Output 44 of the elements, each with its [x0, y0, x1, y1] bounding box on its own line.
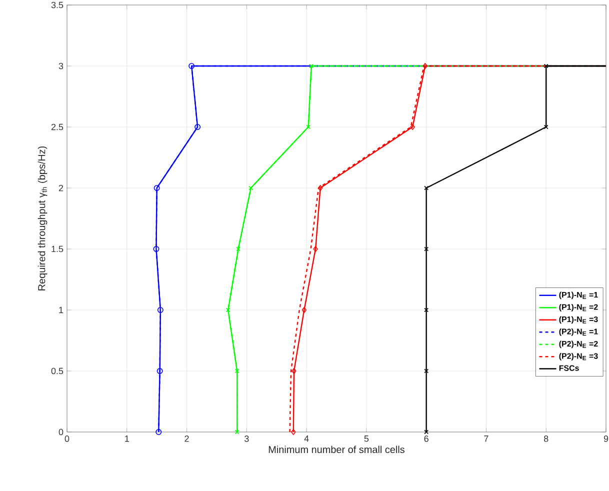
point [424, 246, 429, 252]
point [424, 368, 429, 374]
point [302, 307, 306, 313]
point [188, 63, 195, 69]
point [306, 124, 311, 130]
point [313, 246, 318, 252]
y-tick-label: 3.5 [51, 2, 64, 8]
point [234, 368, 240, 374]
point [422, 63, 428, 69]
point [154, 185, 160, 191]
y-tick-label: 1 [59, 306, 64, 314]
point [309, 64, 314, 68]
x-tick-label: 5 [364, 436, 369, 442]
point [226, 308, 230, 312]
point [248, 186, 254, 190]
point [410, 124, 415, 130]
x-tick-label: 1 [125, 436, 129, 442]
x-tick-label: 9 [604, 436, 608, 442]
y-axis-title: Required throughput γ$_{th}$ (bps/Hz) [38, 146, 48, 290]
point [157, 307, 164, 313]
x-tick-label: 3 [244, 436, 249, 442]
point [424, 186, 429, 190]
point [544, 64, 548, 68]
point [156, 368, 163, 374]
x-tick-label: 0 [64, 436, 70, 442]
point [194, 124, 201, 130]
x-tick-label: 7 [484, 436, 488, 442]
x-tick-label: 8 [544, 436, 548, 442]
point [544, 124, 548, 130]
y-tick-label: 0.5 [51, 368, 64, 374]
y-tick-label: 2.5 [51, 124, 64, 130]
y-tick-label: 0 [58, 428, 64, 436]
x-tick-label: 4 [304, 436, 309, 442]
point [424, 308, 429, 312]
y-tick-label: 3 [58, 62, 64, 70]
point [318, 185, 323, 191]
point [236, 246, 241, 252]
x-axis-title: Minimum number of small cells [268, 446, 404, 454]
y-tick-label: 2 [58, 184, 64, 192]
point [153, 246, 160, 252]
y-tick-label: 1.5 [52, 246, 64, 252]
x-tick-label: 2 [184, 436, 189, 442]
point [292, 368, 296, 374]
x-tick-label: 6 [424, 436, 428, 442]
